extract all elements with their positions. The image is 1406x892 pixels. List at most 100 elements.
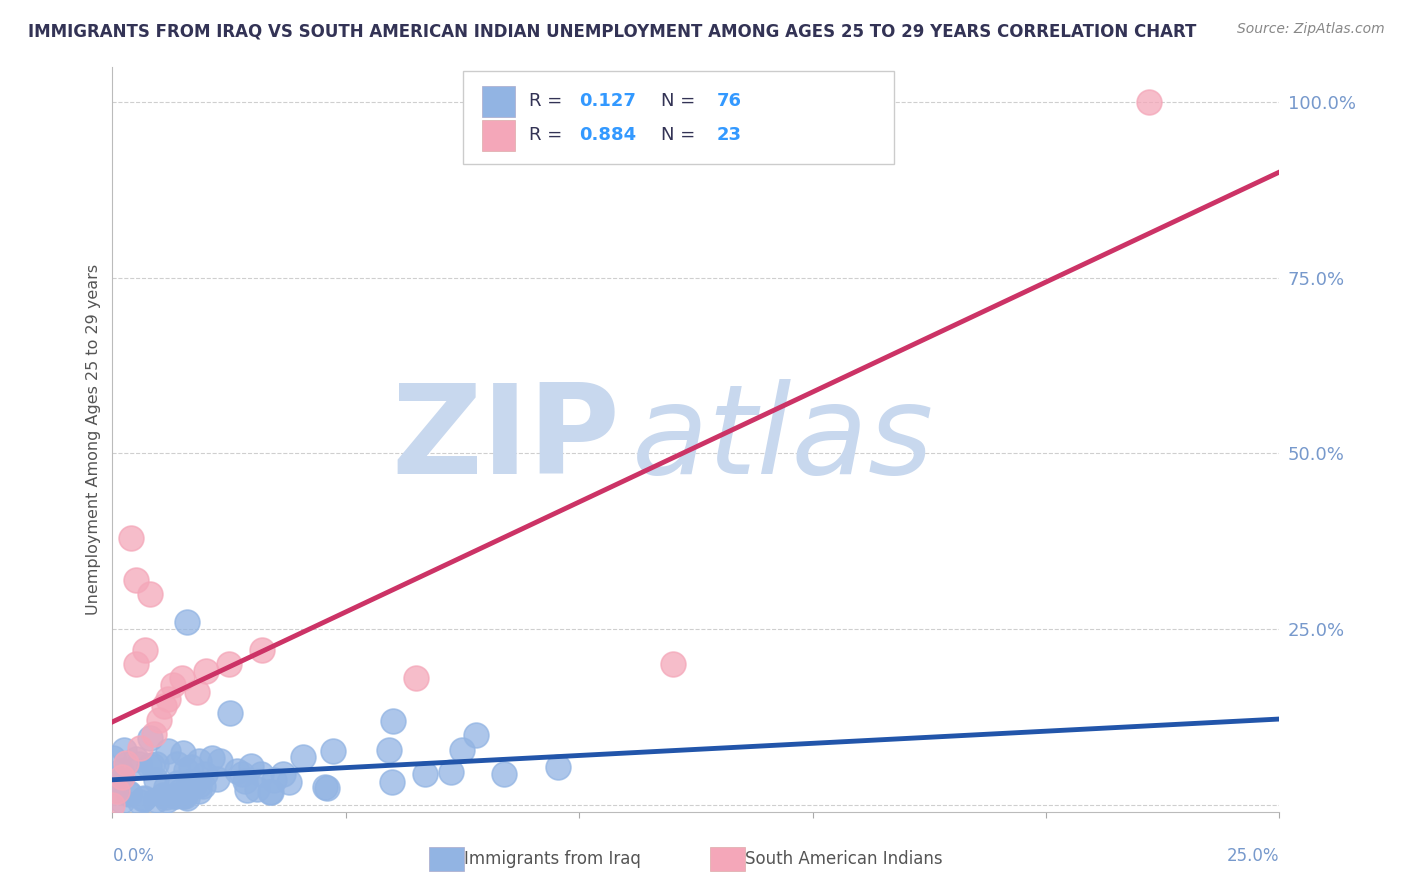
Point [218,657,240,672]
Point [259,785,281,799]
Point [201,750,224,764]
Point [440,764,463,779]
Point [108,772,131,787]
Point [152,788,174,802]
Point [141,758,163,772]
Text: N =: N = [661,127,702,145]
Point [177,780,200,794]
FancyBboxPatch shape [463,70,894,164]
Point [104,783,127,797]
Point [145,773,167,788]
Point [226,764,249,778]
Text: 0.0%: 0.0% [112,847,155,865]
Point [145,757,167,772]
Point [163,789,186,803]
Point [176,615,198,629]
Point [314,780,336,795]
Point [120,531,142,545]
Point [128,756,150,771]
Point [111,770,134,784]
Point [174,789,197,803]
Point [322,744,344,758]
Point [156,793,179,807]
Point [188,754,211,768]
Text: atlas: atlas [631,379,934,500]
Text: R =: R = [529,92,568,110]
Point [176,791,198,805]
Text: Immigrants from Iraq: Immigrants from Iraq [464,850,641,868]
Point [145,793,167,807]
Point [381,714,404,728]
Point [134,643,156,657]
Point [172,671,194,685]
Point [194,664,217,678]
Point [173,787,195,801]
Point [112,743,135,757]
Point [172,789,194,804]
Text: 0.884: 0.884 [579,127,637,145]
Text: Source: ZipAtlas.com: Source: ZipAtlas.com [1237,22,1385,37]
Point [233,773,256,788]
Point [162,678,184,692]
Point [157,744,180,758]
Point [661,657,683,672]
Point [110,772,132,786]
Text: 76: 76 [717,92,742,110]
Point [169,784,191,798]
Point [148,714,170,728]
Point [180,759,202,773]
Point [139,731,162,745]
Point [186,685,208,699]
Point [259,785,281,799]
Point [118,787,141,801]
Point [183,775,205,789]
Point [101,797,124,812]
Point [194,766,217,780]
Point [111,794,134,808]
Point [139,587,162,601]
Point [125,573,148,587]
Point [118,786,141,800]
Point [115,756,138,770]
Point [132,791,155,805]
Point [1137,95,1160,109]
Point [378,742,401,756]
Point [381,775,404,789]
Point [219,706,242,720]
Point [163,789,186,803]
Point [174,763,197,777]
Text: 23: 23 [717,127,742,145]
Point [101,750,124,764]
Point [172,746,194,760]
Point [110,764,132,778]
Point [451,743,474,757]
Point [191,779,214,793]
Point [179,775,201,789]
Point [155,780,177,794]
Point [235,783,257,797]
Point [271,767,294,781]
Point [278,775,301,789]
Point [125,752,148,766]
Point [157,692,180,706]
Point [240,758,263,772]
Point [492,767,515,781]
Text: ZIP: ZIP [391,379,620,500]
Point [129,741,152,756]
Text: R =: R = [529,127,568,145]
Text: 0.127: 0.127 [579,92,636,110]
Point [246,781,269,796]
Y-axis label: Unemployment Among Ages 25 to 29 years: Unemployment Among Ages 25 to 29 years [86,264,101,615]
Point [249,767,271,781]
Point [188,778,211,792]
Point [250,643,273,657]
Point [183,778,205,792]
Point [138,759,160,773]
FancyBboxPatch shape [482,120,515,151]
Point [547,760,569,774]
Point [464,728,486,742]
Point [166,756,188,771]
Point [155,790,177,805]
Point [129,795,152,809]
Point [132,792,155,806]
